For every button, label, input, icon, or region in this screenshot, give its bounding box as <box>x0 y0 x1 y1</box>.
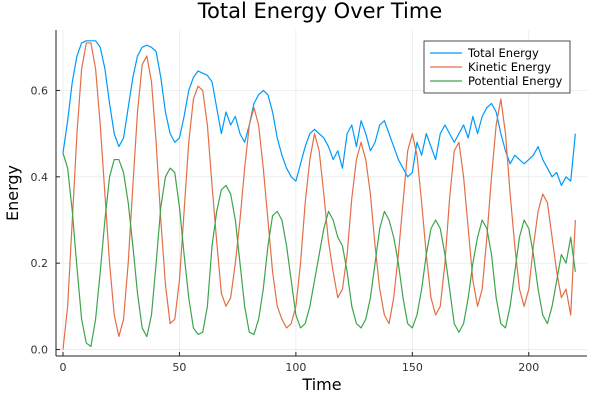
y-tick-label: 0.4 <box>31 171 49 184</box>
axes <box>55 30 587 357</box>
series-line-potential-energy <box>62 152 576 348</box>
x-tick-label: 50 <box>172 361 186 374</box>
legend-entry-label: Potential Energy <box>468 74 562 88</box>
chart-title: Total Energy Over Time <box>197 0 443 23</box>
x-tick-label: 100 <box>285 361 306 374</box>
x-tick-label: 200 <box>518 361 539 374</box>
legend-entry-label: Kinetic Energy <box>468 60 551 74</box>
series-line-total-energy <box>62 40 576 187</box>
y-axis-label: Energy <box>3 165 22 221</box>
x-axis-label: Time <box>301 375 341 394</box>
y-tick-label: 0.0 <box>31 344 49 357</box>
tick-labels: 0 50 100 150 200 0.0 0.2 0.4 0.6 <box>31 84 540 374</box>
legend-entry-label: Total Energy <box>467 46 539 60</box>
y-tick-label: 0.6 <box>31 84 49 97</box>
series-group <box>62 40 576 350</box>
y-tick-label: 0.2 <box>31 257 49 270</box>
x-tick-label: 150 <box>402 361 423 374</box>
x-tick-label: 0 <box>59 361 66 374</box>
series-line-kinetic-energy <box>62 42 576 350</box>
